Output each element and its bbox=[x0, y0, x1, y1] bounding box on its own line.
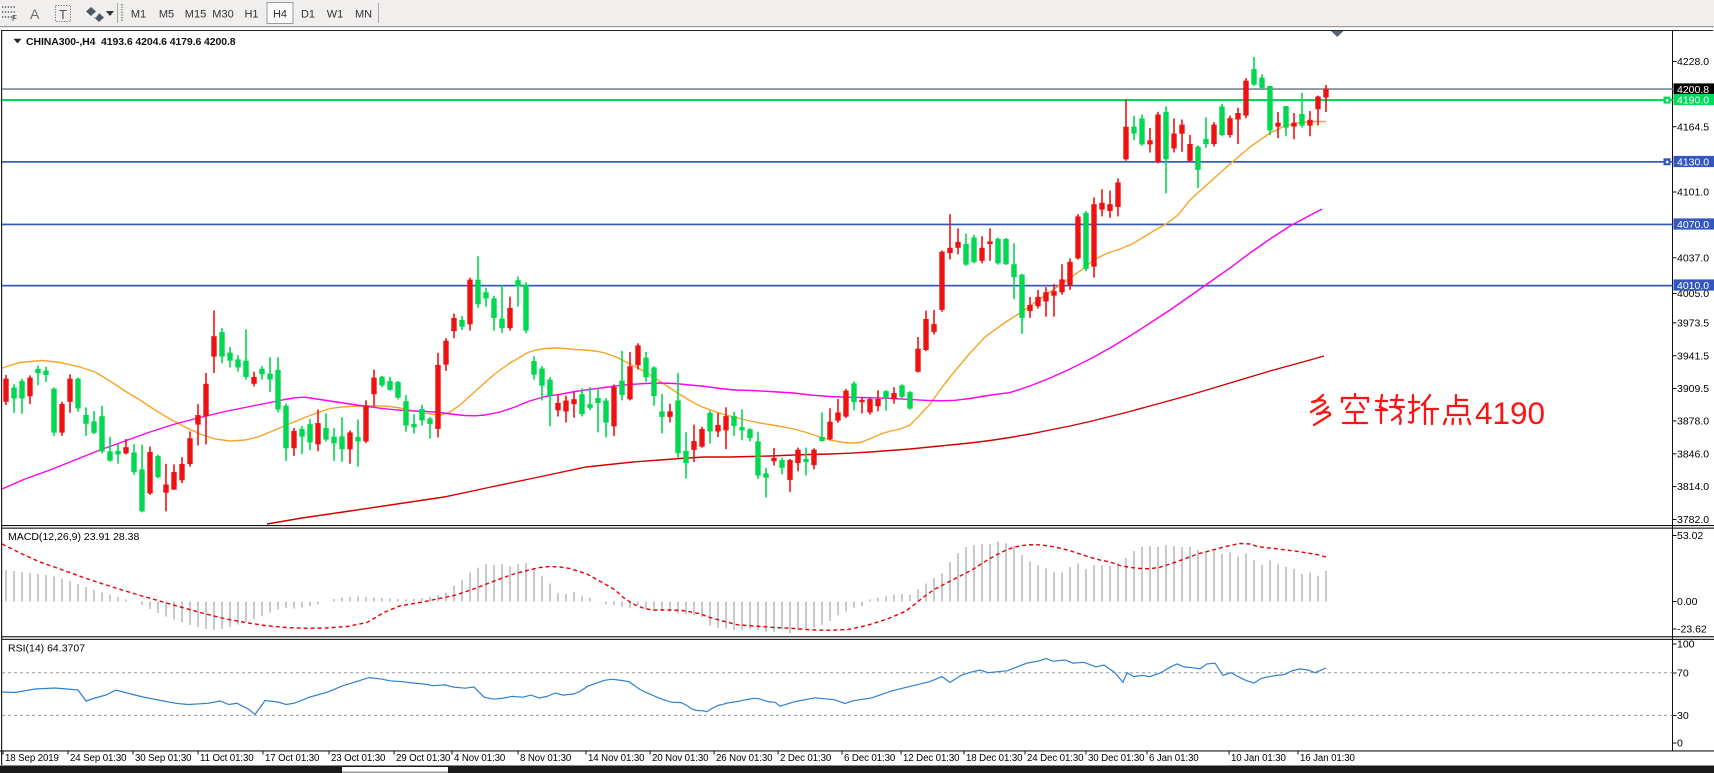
svg-text:3846.0: 3846.0 bbox=[1677, 448, 1709, 460]
svg-text:24 Dec 01:30: 24 Dec 01:30 bbox=[1027, 753, 1084, 764]
svg-text:MN: MN bbox=[355, 9, 372, 21]
svg-text:M1: M1 bbox=[131, 9, 146, 21]
svg-text:MACD(12,26,9) 23.91 28.38: MACD(12,26,9) 23.91 28.38 bbox=[8, 531, 139, 543]
svg-text:4130.0: 4130.0 bbox=[1677, 156, 1709, 168]
svg-text:M30: M30 bbox=[212, 9, 233, 21]
svg-text:26 Nov 01:30: 26 Nov 01:30 bbox=[716, 753, 773, 764]
svg-text:H1: H1 bbox=[244, 9, 258, 21]
svg-text:30 Dec 01:30: 30 Dec 01:30 bbox=[1088, 753, 1145, 764]
svg-text:4070.0: 4070.0 bbox=[1677, 219, 1709, 231]
svg-text:3941.5: 3941.5 bbox=[1677, 350, 1709, 362]
svg-text:6 Dec 01:30: 6 Dec 01:30 bbox=[844, 753, 896, 764]
svg-text:4005.0: 4005.0 bbox=[1677, 288, 1709, 300]
svg-text:17 Oct 01:30: 17 Oct 01:30 bbox=[265, 753, 320, 764]
svg-text:4101.0: 4101.0 bbox=[1677, 187, 1709, 199]
svg-text:100: 100 bbox=[1677, 639, 1695, 651]
svg-text:16 Jan 01:30: 16 Jan 01:30 bbox=[1300, 753, 1356, 764]
svg-text:3814.0: 3814.0 bbox=[1677, 481, 1709, 493]
svg-text:4228.0: 4228.0 bbox=[1677, 56, 1709, 68]
svg-text:11 Oct 01:30: 11 Oct 01:30 bbox=[200, 753, 254, 764]
svg-text:12 Dec 01:30: 12 Dec 01:30 bbox=[903, 753, 960, 764]
svg-text:10 Jan 01:30: 10 Jan 01:30 bbox=[1231, 753, 1287, 764]
svg-text:3909.5: 3909.5 bbox=[1677, 383, 1709, 395]
svg-text:A: A bbox=[30, 6, 40, 22]
svg-text:53.02: 53.02 bbox=[1677, 530, 1703, 542]
svg-text:6 Jan 01:30: 6 Jan 01:30 bbox=[1149, 753, 1199, 764]
svg-text:2 Dec 01:30: 2 Dec 01:30 bbox=[780, 753, 832, 764]
svg-text:18 Sep 2019: 18 Sep 2019 bbox=[5, 753, 59, 764]
svg-text:D1: D1 bbox=[301, 9, 315, 21]
svg-text:4190: 4190 bbox=[1475, 395, 1545, 431]
svg-text:23 Oct 01:30: 23 Oct 01:30 bbox=[331, 753, 386, 764]
svg-text:4164.5: 4164.5 bbox=[1677, 121, 1709, 133]
svg-text:3973.5: 3973.5 bbox=[1677, 317, 1709, 329]
svg-text:M5: M5 bbox=[159, 9, 174, 21]
svg-text:RSI(14) 64.3707: RSI(14) 64.3707 bbox=[8, 643, 85, 655]
svg-text:0.00: 0.00 bbox=[1677, 596, 1698, 608]
svg-text:H4: H4 bbox=[273, 9, 287, 21]
svg-text:20 Nov 01:30: 20 Nov 01:30 bbox=[652, 753, 709, 764]
svg-text:-23.62: -23.62 bbox=[1677, 624, 1707, 636]
svg-text:4010.0: 4010.0 bbox=[1677, 280, 1709, 292]
svg-text:0: 0 bbox=[1677, 738, 1683, 750]
svg-text:29 Oct 01:30: 29 Oct 01:30 bbox=[396, 753, 451, 764]
svg-text:3782.0: 3782.0 bbox=[1677, 514, 1709, 526]
svg-text:14 Nov 01:30: 14 Nov 01:30 bbox=[588, 753, 645, 764]
svg-text:4190.0: 4190.0 bbox=[1677, 94, 1709, 106]
svg-text:4 Nov 01:30: 4 Nov 01:30 bbox=[454, 753, 506, 764]
svg-text:3878.0: 3878.0 bbox=[1677, 416, 1709, 428]
svg-text:W1: W1 bbox=[327, 9, 344, 21]
svg-text:4037.0: 4037.0 bbox=[1677, 252, 1709, 264]
svg-text:24 Sep 01:30: 24 Sep 01:30 bbox=[70, 753, 127, 764]
svg-text:30 Sep 01:30: 30 Sep 01:30 bbox=[135, 753, 192, 764]
svg-text:M15: M15 bbox=[185, 9, 206, 21]
svg-text:30: 30 bbox=[1677, 710, 1689, 722]
svg-text:CHINA300-,H4 4193.6 4204.6 41: CHINA300-,H4 4193.6 4204.6 4179.6 4200.8 bbox=[26, 36, 236, 48]
svg-text:4200.8: 4200.8 bbox=[1677, 84, 1709, 96]
svg-text:F: F bbox=[12, 14, 17, 23]
svg-text:T: T bbox=[59, 7, 67, 22]
svg-text:70: 70 bbox=[1677, 668, 1689, 680]
svg-text:8 Nov 01:30: 8 Nov 01:30 bbox=[520, 753, 572, 764]
svg-text:18 Dec 01:30: 18 Dec 01:30 bbox=[966, 753, 1023, 764]
